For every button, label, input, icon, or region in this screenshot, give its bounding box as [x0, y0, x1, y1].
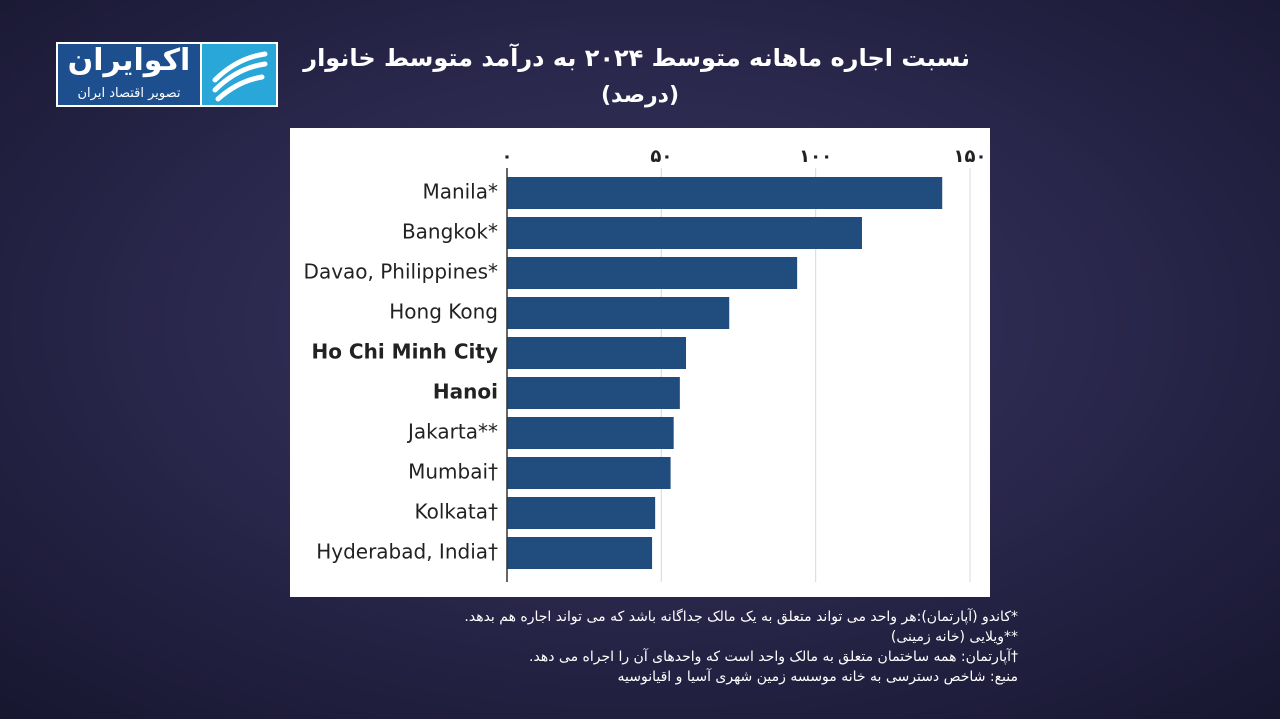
footnotes: *کاندو (آپارتمان):هر واحد می تواند متعلق…	[464, 608, 1018, 685]
bar	[507, 257, 798, 289]
chart-subtitle: (درصد)	[601, 83, 679, 108]
y-tick-label: Mumbai†	[408, 460, 498, 484]
y-tick-label: Ho Chi Minh City	[311, 340, 498, 364]
logo-tagline: تصویر اقتصاد ایران	[78, 86, 181, 101]
y-tick-label: Hanoi	[433, 380, 498, 404]
footnote: **ویلایی (خانه زمینی)	[891, 629, 1018, 645]
logo: اکوایران تصویر اقتصاد ایران	[56, 42, 278, 107]
chart-title: نسبت اجاره ماهانه متوسط ۲۰۲۴ به درآمد مت…	[302, 43, 970, 72]
y-tick-label: Manila*	[422, 180, 498, 204]
y-tick-label: Hyderabad, India†	[316, 540, 498, 564]
y-tick-label: Kolkata†	[415, 500, 499, 524]
bar	[507, 297, 730, 329]
footnote: منبع: شاخص دسترسی به خانه موسسه زمین شهر…	[618, 668, 1018, 685]
y-tick-label: Davao, Philippines*	[304, 260, 498, 284]
bar	[507, 377, 680, 409]
bar	[507, 217, 862, 249]
x-tick-label: ۵۰	[650, 146, 672, 167]
bar	[507, 537, 653, 569]
bar	[507, 337, 687, 369]
x-tick-label: ۱۵۰	[954, 146, 987, 167]
x-tick-label: ۰	[502, 146, 513, 167]
footnote: *کاندو (آپارتمان):هر واحد می تواند متعلق…	[464, 608, 1018, 625]
bar	[507, 497, 656, 529]
x-tick-label: ۱۰۰	[799, 146, 832, 167]
y-tick-label: Hong Kong	[389, 300, 498, 324]
footnote: †آپارتمان: همه ساختمان متعلق به مالک واح…	[529, 648, 1018, 665]
bar	[507, 417, 674, 449]
bar	[507, 177, 943, 209]
bar	[507, 457, 671, 489]
y-tick-label: Jakarta**	[406, 420, 498, 444]
y-tick-label: Bangkok*	[402, 220, 498, 244]
logo-name: اکوایران	[68, 43, 191, 78]
